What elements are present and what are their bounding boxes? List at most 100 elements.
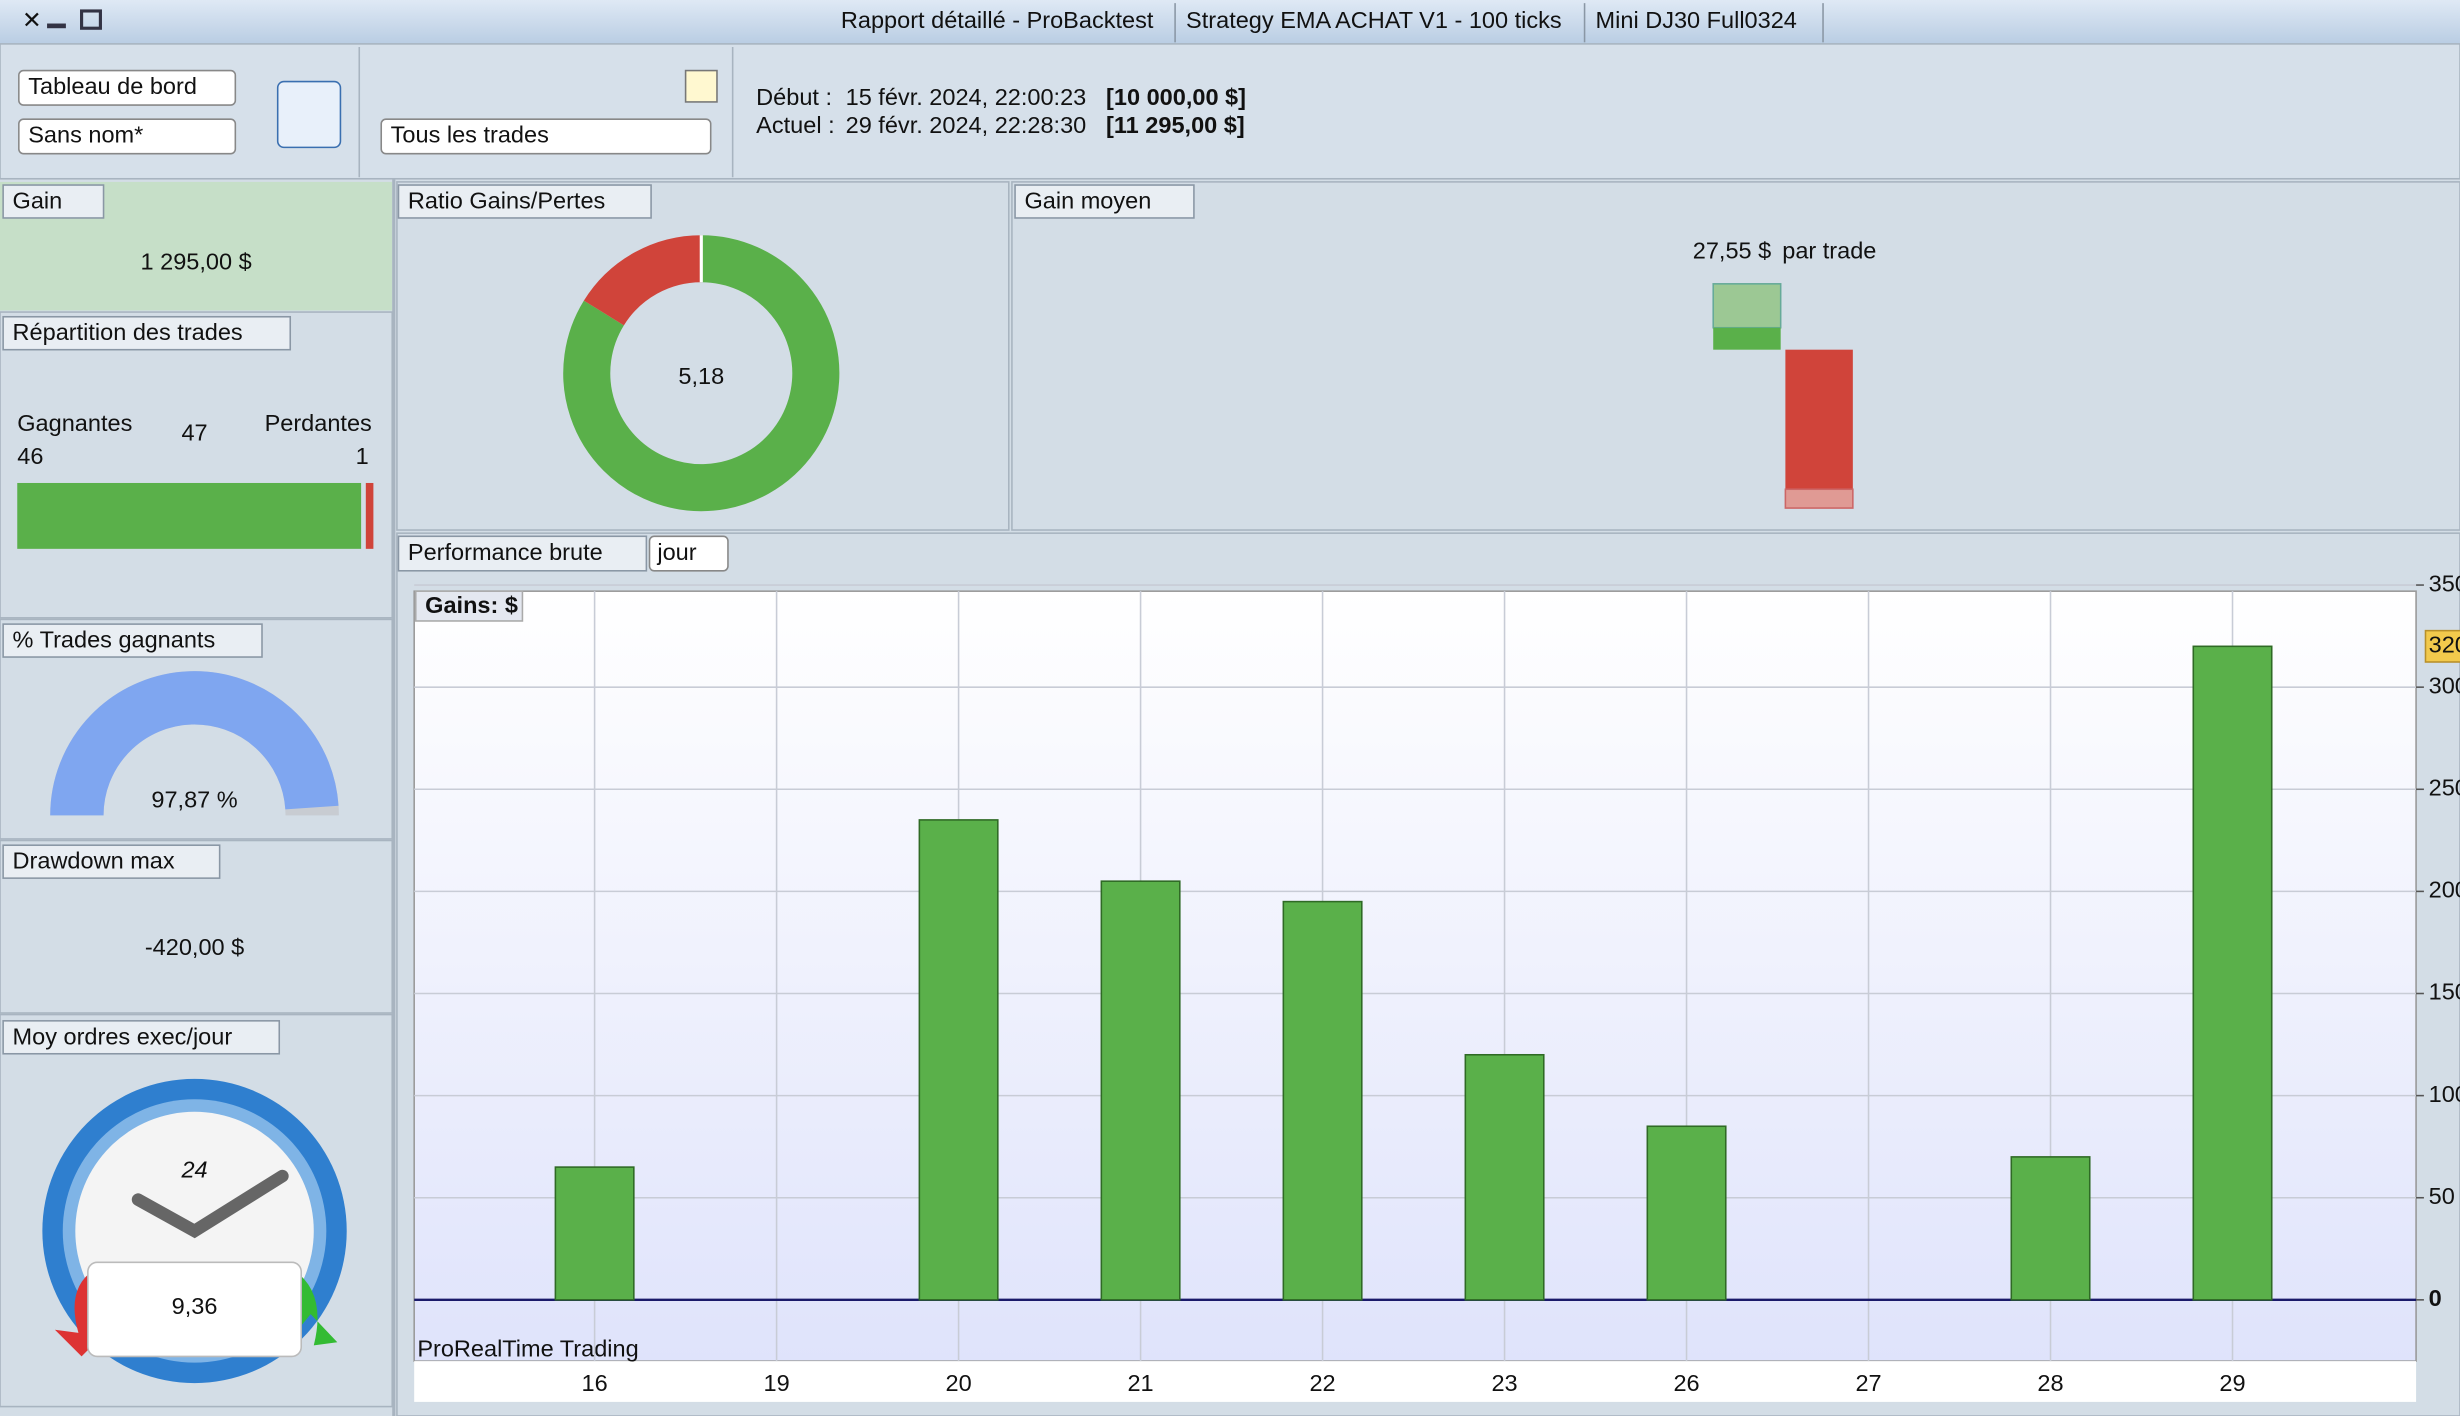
clock-label: 24: [180, 1157, 207, 1183]
winrate-title: % Trades gagnants: [13, 627, 216, 653]
clock-hands: [131, 1169, 289, 1239]
x-tick-label: 29: [2219, 1370, 2245, 1396]
panel-header: [2, 315, 292, 351]
current-capital: [11 295,00 $]: [1106, 112, 1245, 138]
bar: [918, 819, 999, 1301]
period-select[interactable]: [648, 535, 729, 572]
orders-title: Moy ordres exec/jour: [13, 1023, 233, 1049]
trades-title: Répartition des trades: [13, 319, 243, 345]
panel-header: [2, 844, 221, 879]
settings-icon[interactable]: [276, 80, 342, 149]
x-tick-label: 20: [945, 1370, 971, 1396]
watermark: ProRealTime Trading: [417, 1335, 638, 1361]
drawdown-title: Drawdown max: [13, 848, 175, 874]
bar: [2192, 645, 2273, 1301]
x-tick-label: 21: [1127, 1370, 1153, 1396]
y-tick-label: 150: [2429, 979, 2460, 1005]
axis-label: Gains: $: [425, 592, 518, 618]
bar: [2010, 1156, 2091, 1301]
y-tick-label: 250: [2429, 774, 2460, 800]
losers-count: 1: [356, 443, 369, 469]
start-label: Début :: [756, 84, 832, 110]
gauge-fill: [50, 671, 339, 817]
y-tick-label: 0: [2429, 1285, 2442, 1311]
name-select[interactable]: [18, 118, 237, 155]
trades-panel: [0, 311, 394, 619]
x-tick-label: 26: [1673, 1370, 1699, 1396]
winners-bar: [17, 482, 362, 549]
chart-title: Performance brute: [408, 539, 603, 565]
donut-gains: [563, 235, 840, 512]
panel-header: [2, 184, 105, 219]
ratio-title: Ratio Gains/Pertes: [408, 188, 605, 214]
strategy-name: Strategy EMA ACHAT V1 - 100 ticks: [1186, 7, 1562, 33]
value-badge: [87, 1261, 303, 1358]
winners-label: Gagnantes: [17, 410, 132, 436]
dashboard-select[interactable]: [18, 69, 237, 106]
avg-gain-bar: [1713, 327, 1781, 350]
window-title: Rapport détaillé - ProBacktest: [841, 7, 1154, 33]
bar: [554, 1166, 635, 1301]
x-tick-label: 19: [764, 1370, 790, 1396]
panel-header: [2, 1020, 281, 1055]
avg-gain-value: 27,55 $: [1693, 238, 1771, 264]
x-tick-label: 16: [582, 1370, 608, 1396]
minimize-button[interactable]: [47, 23, 66, 29]
start-capital: [10 000,00 $]: [1106, 84, 1246, 110]
filter-select[interactable]: [380, 118, 712, 155]
orders-value: 9,36: [172, 1293, 218, 1319]
current-date: 29 févr. 2024, 22:28:30: [846, 112, 1087, 138]
chart: 16 19 20 21 22 23 26 27 28 29 0 50 100 150 200 250 300 35…: [414, 570, 2460, 1396]
instrument-name: Mini DJ30 Full0324: [1596, 7, 1797, 33]
axis-label-box: [414, 590, 524, 622]
total-trades: 47: [181, 420, 207, 446]
losers-label: Perdantes: [265, 410, 372, 436]
avg-gain-title: Gain moyen: [1024, 188, 1151, 214]
plot-area: [413, 590, 2417, 1362]
period-select-text: jour: [656, 539, 696, 565]
gain-value: 1 295,00 $: [141, 249, 252, 275]
toolbar: [0, 43, 2460, 180]
x-tick-label: 22: [1309, 1370, 1335, 1396]
y-tick-label: 350: [2429, 570, 2460, 596]
x-tick-label: 23: [1491, 1370, 1517, 1396]
restore-button[interactable]: [80, 9, 102, 30]
x-tick-label: 27: [1855, 1370, 1881, 1396]
winners-count: 46: [17, 443, 43, 469]
dashboard-select-text: Tableau de bord: [28, 73, 197, 99]
panel-header: [1014, 184, 1195, 219]
y-tick-label: 300: [2429, 672, 2460, 698]
avg-gain-bar: [1712, 283, 1782, 329]
panel-header: [397, 535, 648, 572]
edit-icon[interactable]: [684, 69, 718, 103]
current-label: Actuel :: [756, 112, 834, 138]
close-button[interactable]: ✕: [22, 7, 42, 33]
panel-header: [2, 623, 263, 658]
y-tick-label: 50: [2429, 1183, 2455, 1209]
panel-header: [397, 184, 652, 219]
name-select-text: Sans nom*: [28, 122, 143, 148]
x-tick-label: 28: [2037, 1370, 2063, 1396]
avg-gain-panel: [1011, 181, 2460, 531]
start-date: 15 févr. 2024, 22:00:23: [846, 84, 1087, 110]
donut-losses: [583, 235, 703, 326]
bar: [1100, 880, 1181, 1301]
losers-bar: [365, 482, 374, 549]
avg-loss-bar: [1784, 488, 1854, 509]
bar: [1646, 1125, 1727, 1301]
x-axis-area: [414, 1361, 2417, 1402]
avg-gain-suffix: par trade: [1782, 238, 1876, 264]
drawdown-value: -420,00 $: [145, 934, 244, 960]
ratio-label: 5,18: [678, 363, 724, 389]
title-bar: [0, 0, 2460, 44]
filter-select-text: Tous les trades: [391, 122, 549, 148]
avg-loss-bar: [1785, 349, 1853, 490]
last-value-tag: [2424, 629, 2460, 663]
last-value-label: 320: [2429, 632, 2460, 658]
bar: [1464, 1053, 1545, 1301]
gain-title: Gain: [13, 188, 63, 214]
y-tick-label: 100: [2429, 1081, 2460, 1107]
bar: [1282, 900, 1363, 1301]
